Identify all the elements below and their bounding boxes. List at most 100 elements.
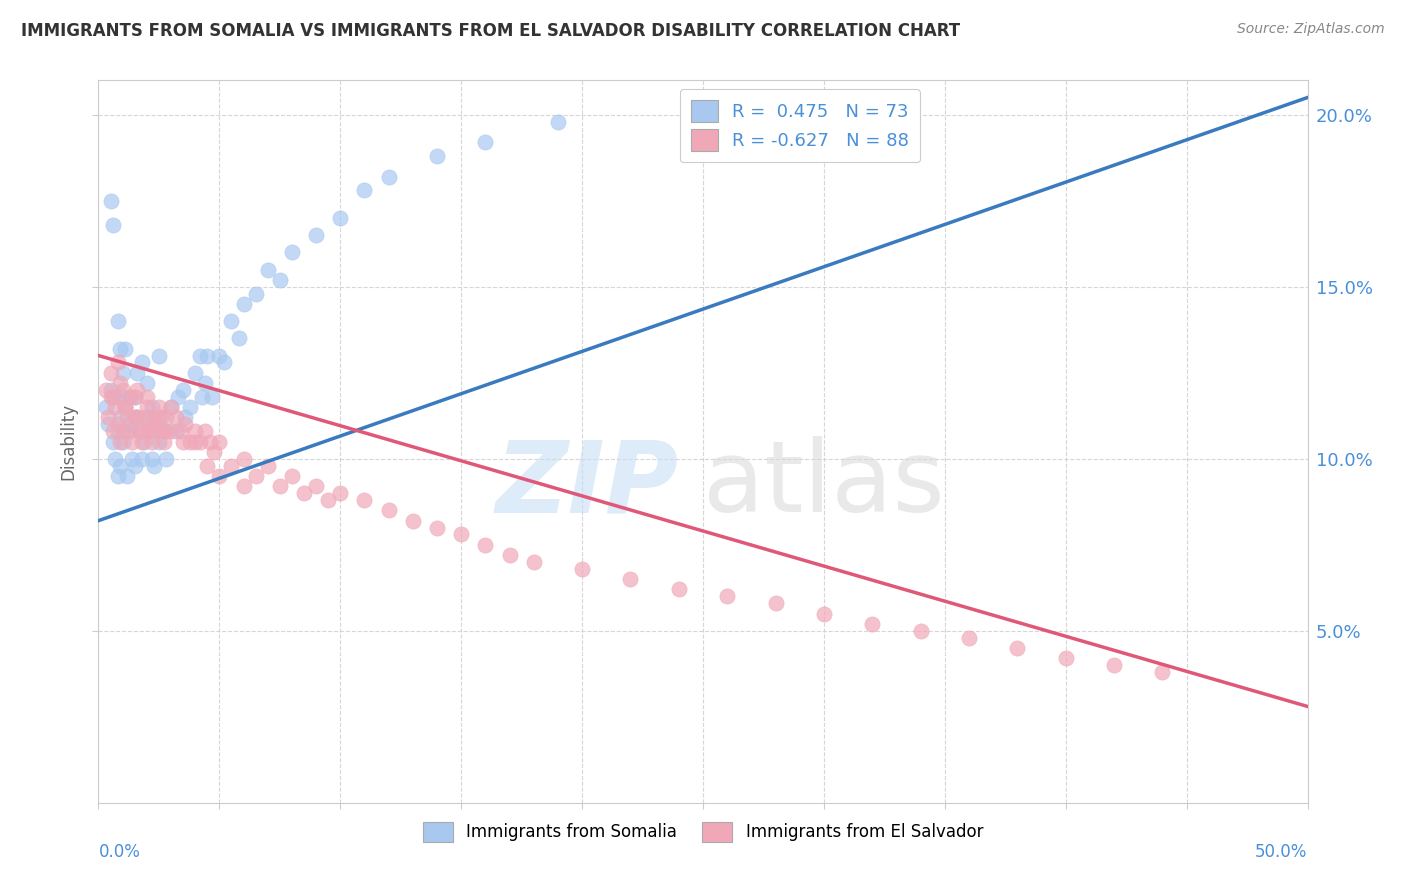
Point (179, 400, 201, 414)
Point (191, 390, 214, 404)
Point (127, 383, 149, 397)
Point (179, 434, 201, 449)
Point (547, 114, 569, 128)
Point (141, 451, 163, 466)
Point (108, 376, 131, 390)
Point (1152, 665, 1174, 679)
Point (1054, 651, 1077, 665)
Point (245, 286, 267, 301)
Point (426, 520, 449, 534)
Point (910, 624, 932, 638)
Point (150, 410, 173, 425)
Point (329, 486, 352, 500)
Point (152, 434, 174, 449)
Point (474, 538, 496, 552)
Point (228, 331, 250, 345)
Point (184, 434, 207, 449)
Point (111, 366, 134, 380)
Point (160, 424, 183, 438)
Point (118, 390, 141, 404)
Point (1007, 640, 1029, 655)
Point (141, 400, 163, 414)
Text: 0.0%: 0.0% (98, 843, 141, 861)
Point (813, 607, 835, 621)
Point (121, 434, 143, 449)
Point (221, 314, 243, 328)
Point (108, 458, 131, 473)
Point (160, 400, 183, 414)
Point (305, 228, 328, 243)
Point (111, 434, 134, 449)
Point (498, 548, 520, 562)
Point (131, 451, 153, 466)
Point (138, 424, 160, 438)
Point (716, 590, 738, 604)
Point (124, 390, 146, 404)
Point (107, 314, 129, 328)
Point (232, 451, 254, 466)
Point (165, 410, 187, 425)
Point (114, 400, 136, 414)
Point (114, 400, 136, 414)
Point (245, 469, 267, 483)
Point (145, 424, 167, 438)
Point (94, 383, 117, 397)
Point (281, 469, 304, 483)
Point (148, 400, 170, 414)
Point (474, 135, 496, 149)
Point (377, 503, 399, 517)
Text: Source: ZipAtlas.com: Source: ZipAtlas.com (1237, 22, 1385, 37)
Point (114, 400, 136, 414)
Point (143, 410, 166, 425)
Point (148, 434, 170, 449)
Point (135, 410, 157, 425)
Point (131, 355, 153, 369)
Point (208, 349, 231, 363)
Point (121, 451, 143, 466)
Point (269, 273, 291, 287)
Point (377, 169, 399, 184)
Point (292, 486, 315, 500)
Point (100, 390, 122, 404)
Point (1102, 658, 1125, 673)
Point (97, 410, 120, 425)
Point (208, 469, 231, 483)
Point (101, 424, 124, 438)
Point (172, 434, 194, 449)
Point (131, 424, 153, 438)
Point (208, 434, 231, 449)
Point (127, 410, 149, 425)
Point (101, 390, 124, 404)
Point (353, 183, 375, 197)
Point (145, 417, 167, 432)
Text: atlas: atlas (703, 436, 945, 533)
Point (128, 424, 150, 438)
Point (107, 424, 129, 438)
Point (138, 424, 160, 438)
Point (135, 376, 157, 390)
Point (135, 400, 157, 414)
Point (957, 631, 980, 645)
Point (256, 262, 278, 277)
Point (117, 469, 139, 483)
Point (127, 410, 149, 425)
Point (124, 410, 146, 425)
Point (169, 424, 191, 438)
Point (124, 458, 146, 473)
Point (117, 410, 139, 425)
Point (160, 400, 183, 414)
Point (212, 355, 235, 369)
Point (165, 424, 187, 438)
Point (134, 434, 156, 449)
Point (155, 451, 177, 466)
Y-axis label: Disability: Disability (59, 403, 77, 480)
Point (111, 390, 134, 404)
Point (426, 149, 449, 163)
Legend: Immigrants from Somalia, Immigrants from El Salvador: Immigrants from Somalia, Immigrants from… (416, 815, 990, 848)
Point (269, 479, 291, 493)
Point (111, 383, 134, 397)
Point (571, 562, 593, 576)
Point (256, 458, 278, 473)
Point (765, 596, 787, 610)
Point (107, 355, 129, 369)
